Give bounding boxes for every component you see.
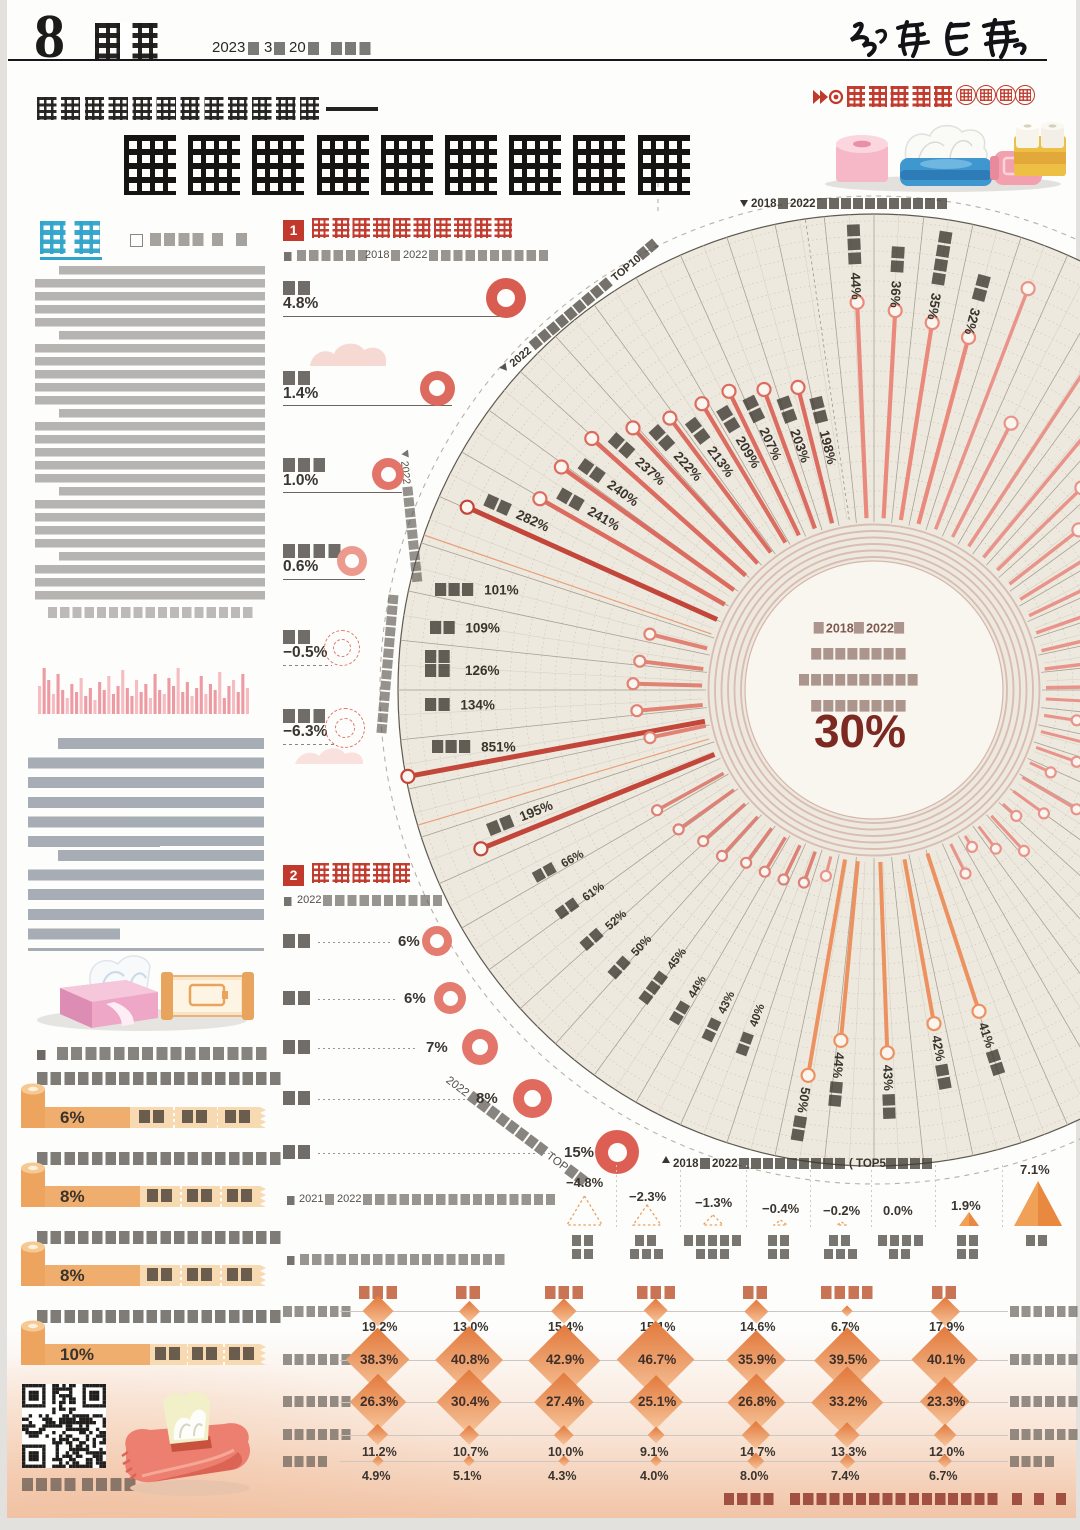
svg-text:( TOP5: ( TOP5 [849,1158,886,1170]
svg-text:2018: 2018 [826,622,854,636]
svg-text:32%: 32% [961,307,982,337]
svg-text:101%: 101% [484,583,519,598]
svg-text:2018: 2018 [751,198,777,210]
svg-text:30%: 30% [814,705,906,757]
svg-text:2018: 2018 [673,1158,699,1170]
svg-text:36%: 36% [887,280,903,308]
svg-text:35%: 35% [925,292,944,321]
svg-text:134%: 134% [460,698,495,713]
svg-text:2022: 2022 [866,622,894,636]
svg-text:2022: 2022 [790,198,816,210]
svg-text:2022: 2022 [443,1074,471,1099]
svg-text:851%: 851% [481,740,516,755]
svg-text:43%: 43% [880,1064,896,1091]
svg-text:50%: 50% [794,1086,813,1115]
svg-text:109%: 109% [465,621,500,636]
svg-text:44%: 44% [848,272,864,300]
svg-text:44%: 44% [830,1052,847,1080]
svg-text:42%: 42% [929,1034,948,1063]
svg-text:2022: 2022 [712,1158,738,1170]
svg-text:126%: 126% [465,663,500,678]
